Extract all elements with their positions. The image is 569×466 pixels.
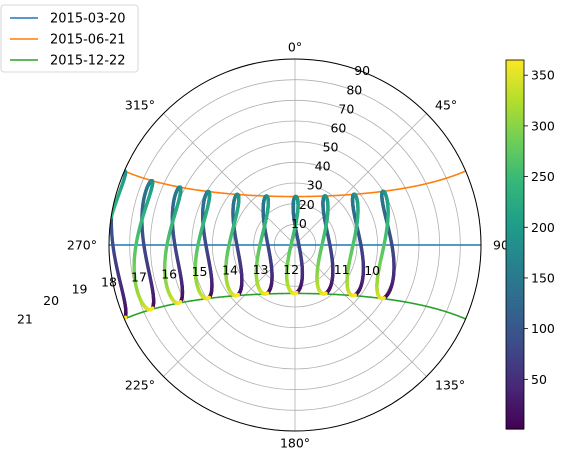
theta-tick-label: 135° <box>435 378 465 393</box>
hour-label: 20 <box>43 293 59 308</box>
colorbar: 50 100 150 200 250 300 350 <box>505 59 555 430</box>
theta-tick-label: 45° <box>435 97 457 112</box>
hour-label: 21 <box>17 311 33 326</box>
hour-label: 17 <box>131 270 147 285</box>
colorbar-tick-label: 350 <box>531 68 555 83</box>
legend-label: 2015-12-22 <box>50 54 126 69</box>
analemma-hour-10 <box>345 192 366 298</box>
analemma-point <box>150 306 155 310</box>
hour-label: 19 <box>72 282 88 297</box>
hour-label: 15 <box>192 264 208 279</box>
analemma-point <box>295 290 299 295</box>
grid-spoke-45 <box>294 113 427 246</box>
theta-tick-label: 270° <box>67 238 97 253</box>
analemma-point <box>382 296 386 300</box>
r-tick-label: 90 <box>354 63 370 78</box>
legend-label: 2015-03-20 <box>50 12 126 27</box>
analemma-hour-14 <box>224 192 244 298</box>
grid-spoke-315 <box>163 113 296 246</box>
colorbar-tick-label: 50 <box>531 372 547 387</box>
r-tick-label: 30 <box>307 178 323 193</box>
theta-tick-label: 315° <box>125 97 155 112</box>
theta-tick-label: 0° <box>288 40 302 55</box>
hour-label: 10 <box>364 263 380 278</box>
legend-label: 2015-06-21 <box>50 33 126 48</box>
r-tick-label: 80 <box>346 82 362 97</box>
legend: 2015-03-20 2015-06-21 2015-12-22 <box>0 4 139 73</box>
r-tick-label: 10 <box>291 216 307 231</box>
grid-spoke-135 <box>294 244 427 377</box>
colorbar-tick-label: 300 <box>531 118 555 133</box>
hour-label: 14 <box>222 263 238 278</box>
analemma-point <box>207 295 211 300</box>
hour-label: 12 <box>283 262 299 277</box>
r-tick-label: 20 <box>299 197 315 212</box>
colorbar-tick-label: 100 <box>531 321 555 336</box>
r-tick-label: 60 <box>330 120 346 135</box>
analemma-hour-12 <box>284 194 305 296</box>
r-tick-label: 40 <box>315 159 331 174</box>
analemma-point <box>265 291 270 295</box>
r-tick-label: 50 <box>323 140 339 155</box>
analemma-hour-15 <box>193 189 214 301</box>
analemma-point <box>353 293 357 297</box>
analemma-hour-9 <box>375 189 396 301</box>
analemma-hour-13 <box>254 194 274 296</box>
theta-tick-label: 180° <box>280 436 310 451</box>
theta-tick-label: 225° <box>125 378 155 393</box>
r-tick-label: 70 <box>338 101 354 116</box>
colorbar-tick-label: 200 <box>531 220 555 235</box>
hour-label: 18 <box>101 274 117 289</box>
hour-label: 11 <box>334 262 350 277</box>
hour-label: 13 <box>253 262 269 277</box>
colorbar-tick-label: 250 <box>531 169 555 184</box>
analemma-layer <box>109 169 396 321</box>
analemma-point <box>178 300 183 304</box>
analemma-point <box>324 291 328 295</box>
colorbar-segment <box>506 60 524 64</box>
analemma-point <box>236 293 240 297</box>
hour-label: 16 <box>161 266 177 281</box>
colorbar-tick-label: 150 <box>531 270 555 285</box>
analemma-hour-11 <box>315 194 335 296</box>
